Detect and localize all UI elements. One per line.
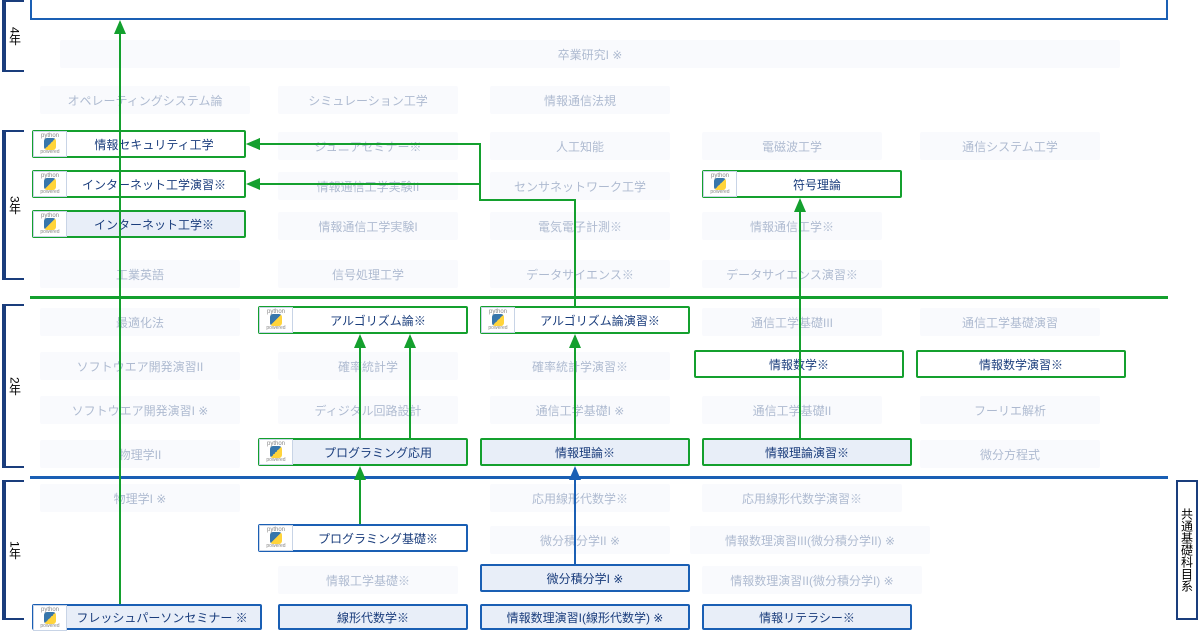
course-swdev2: ソフトウエア開発演習II bbox=[40, 352, 240, 380]
course-progapp: プログラミング応用 bbox=[258, 438, 468, 466]
course-commb2: 通信工学基礎II bbox=[702, 396, 882, 424]
course-diffeq: 微分方程式 bbox=[920, 440, 1100, 468]
python-icon bbox=[703, 171, 737, 197]
course-prob: 確率統計学 bbox=[278, 352, 458, 380]
top-box bbox=[30, 0, 1168, 20]
python-icon bbox=[481, 307, 515, 333]
course-linalg: 線形代数学※ bbox=[278, 604, 468, 630]
course-grad1: 卒業研究I ※ bbox=[60, 40, 1120, 68]
course-progbasic: プログラミング基礎※ bbox=[258, 524, 468, 552]
course-infolit: 情報リテラシー※ bbox=[702, 604, 912, 630]
course-emwave: 電磁波工学 bbox=[702, 132, 882, 160]
course-phys1: 物理学I ※ bbox=[40, 484, 240, 512]
course-probex: 確率統計学演習※ bbox=[490, 352, 670, 380]
course-opt: 最適化法 bbox=[40, 308, 240, 336]
course-calc2: 微分積分学II ※ bbox=[490, 526, 670, 554]
course-dsex: データサイエンス演習※ bbox=[702, 260, 882, 288]
course-sec-eng: 情報セキュリティ工学 bbox=[32, 130, 246, 158]
course-ds: データサイエンス※ bbox=[490, 260, 670, 288]
python-icon bbox=[33, 605, 67, 631]
course-sigproc: 信号処理工学 bbox=[278, 260, 458, 288]
python-icon bbox=[259, 525, 293, 551]
divider-year3-2 bbox=[30, 296, 1168, 299]
year-label-1: 1年 bbox=[2, 480, 24, 620]
year-label-4: 4年 bbox=[2, 0, 24, 72]
course-indeng: 工業英語 bbox=[40, 260, 240, 288]
course-infocomm: 情報通信工学※ bbox=[702, 212, 882, 240]
course-inet: インターネット工学※ bbox=[32, 210, 246, 238]
course-infothex: 情報理論演習※ bbox=[702, 438, 912, 466]
course-coding: 符号理論 bbox=[702, 170, 902, 198]
python-icon bbox=[259, 307, 293, 333]
course-os: オペレーティングシステム論 bbox=[40, 86, 250, 114]
year-label-2: 2年 bbox=[2, 304, 24, 468]
divider-year2-1 bbox=[30, 476, 1168, 479]
python-icon bbox=[33, 131, 67, 157]
course-digital: ディジタル回路設計 bbox=[278, 396, 458, 424]
course-commb1: 通信工学基礎I ※ bbox=[490, 396, 670, 424]
course-infoengb: 情報工学基礎※ bbox=[278, 566, 458, 594]
course-phys2: 物理学II bbox=[40, 440, 240, 468]
course-infoth: 情報理論※ bbox=[480, 438, 690, 466]
course-fourier: フーリエ解析 bbox=[920, 396, 1100, 424]
course-commb3: 通信工学基礎III bbox=[702, 308, 882, 336]
course-commsys: 通信システム工学 bbox=[920, 132, 1100, 160]
course-calc1: 微分積分学I ※ bbox=[480, 564, 690, 592]
course-infomathex: 情報数学演習※ bbox=[916, 350, 1126, 378]
course-commlab1: 情報通信工学実験I bbox=[278, 212, 458, 240]
course-sim: シミュレーション工学 bbox=[278, 86, 458, 114]
course-algoex: アルゴリズム論演習※ bbox=[480, 306, 690, 334]
course-infomath: 情報数学※ bbox=[694, 350, 904, 378]
course-algo: アルゴリズム論※ bbox=[258, 306, 468, 334]
python-icon bbox=[259, 439, 293, 465]
course-sensor: センサネットワーク工学 bbox=[490, 172, 670, 200]
course-junior: ジュニアセミナー※ bbox=[278, 132, 458, 160]
python-icon bbox=[33, 171, 67, 197]
course-commlaw: 情報通信法規 bbox=[490, 86, 670, 114]
course-commbex: 通信工学基礎演習 bbox=[920, 308, 1100, 336]
course-mathex3: 情報数理演習III(微分積分学II) ※ bbox=[690, 526, 930, 554]
course-mathex2: 情報数理演習II(微分積分学I) ※ bbox=[702, 566, 922, 594]
course-applin: 応用線形代数学※ bbox=[490, 484, 670, 512]
course-ai: 人工知能 bbox=[490, 132, 670, 160]
course-mathex1: 情報数理演習I(線形代数学) ※ bbox=[480, 604, 690, 630]
year-label-3: 3年 bbox=[2, 130, 24, 280]
side-label-common: 共通基礎科目系 bbox=[1176, 480, 1198, 620]
course-fresh: フレッシュパーソンセミナー ※ bbox=[32, 604, 262, 630]
python-icon bbox=[33, 211, 67, 237]
course-inet-ex: インターネット工学演習※ bbox=[32, 170, 246, 198]
course-swdev1: ソフトウエア開発演習I ※ bbox=[40, 396, 240, 424]
course-commlab2: 情報通信工学実験II bbox=[278, 172, 458, 200]
course-applinex: 応用線形代数学演習※ bbox=[702, 484, 902, 512]
course-elecmsr: 電気電子計測※ bbox=[490, 212, 670, 240]
